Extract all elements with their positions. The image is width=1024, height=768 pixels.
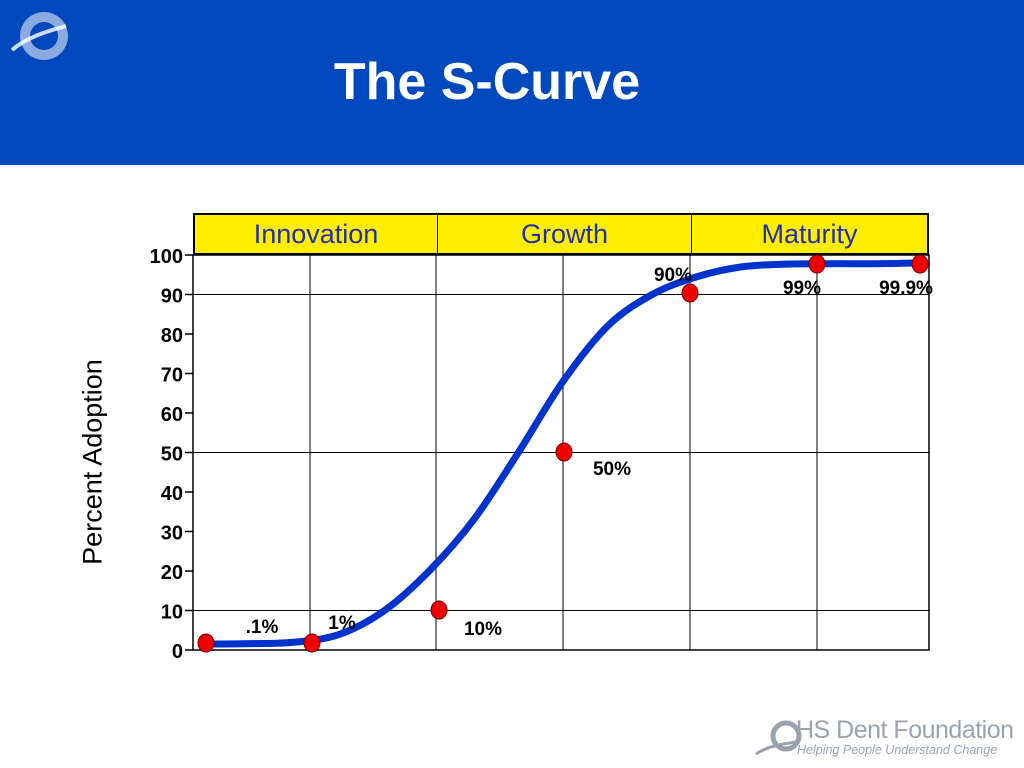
y-tick-label: 40 xyxy=(161,483,183,505)
milestone-label: 99.9% xyxy=(879,278,933,299)
milestone-point xyxy=(808,254,826,274)
milestone-point xyxy=(430,600,448,620)
foundation-logo-icon xyxy=(10,12,68,60)
milestone-point xyxy=(303,633,321,653)
slide-title: The S-Curve xyxy=(333,53,641,111)
footer-tagline: Helping People Understand Change xyxy=(797,743,998,757)
milestone-label: 10% xyxy=(464,619,502,640)
milestone-label: 99% xyxy=(783,278,821,299)
milestone-label: 1% xyxy=(328,613,356,634)
y-tick-label: 70 xyxy=(161,365,183,387)
y-tick-label: 20 xyxy=(161,562,183,584)
phase-innovation: Innovation xyxy=(253,218,379,249)
y-tick-label: 10 xyxy=(161,602,183,624)
milestone-point xyxy=(911,254,929,274)
footer-logo-icon xyxy=(755,720,802,756)
y-tick-label: 80 xyxy=(161,325,183,347)
phase-growth: Growth xyxy=(437,215,691,253)
milestone-point xyxy=(555,442,573,462)
milestone-label: .1% xyxy=(246,617,279,638)
milestone-point xyxy=(681,283,699,303)
y-tick-label: 0 xyxy=(172,641,183,663)
phase-bar: Innovation Growth Maturity xyxy=(193,213,929,255)
footer-brand: HS Dent Foundation xyxy=(796,716,1014,744)
y-tick-label: 90 xyxy=(161,286,183,308)
s-curve-line xyxy=(202,259,924,648)
milestone-label: 50% xyxy=(593,459,631,480)
y-tick-label: 50 xyxy=(161,444,183,466)
y-tick-label: 100 xyxy=(150,246,183,268)
y-axis-label: Percent Adoption xyxy=(77,359,108,565)
phase-maturity: Maturity xyxy=(691,215,927,253)
milestone-point xyxy=(197,633,215,653)
title-banner: The S-Curve xyxy=(0,0,1024,165)
milestone-label: 90% xyxy=(654,265,692,286)
y-tick-label: 60 xyxy=(161,404,183,426)
y-tick-label: 30 xyxy=(161,523,183,545)
